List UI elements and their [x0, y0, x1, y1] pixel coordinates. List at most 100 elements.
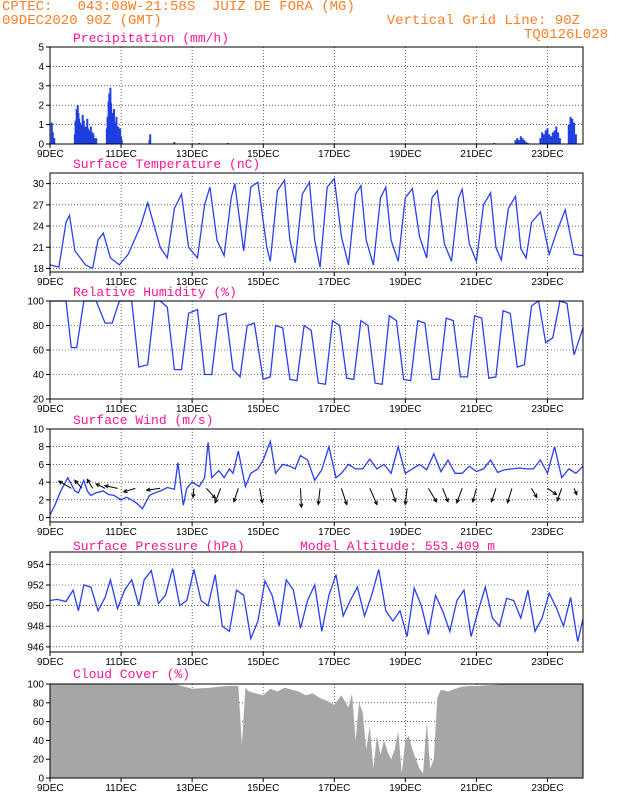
pressure-frame [49, 551, 584, 653]
wind-arrow [95, 483, 106, 489]
wind-arrow-head [57, 480, 63, 485]
wind-arrow-head [122, 488, 128, 494]
wind-arrow [104, 485, 118, 489]
precip-ytick-label: 4 [38, 62, 44, 73]
temperature-panel [46, 172, 584, 276]
precip-bar [557, 132, 560, 144]
wind-arrow-head [191, 493, 196, 499]
wind-arrow [74, 479, 83, 489]
precip-bar [544, 130, 547, 144]
cloud-ytick-label: 40 [33, 736, 45, 747]
precip-bar [113, 122, 116, 144]
temperature-frame [49, 172, 584, 273]
wind-arrow [456, 488, 463, 503]
precip-bar [50, 122, 53, 144]
wind-arrow [86, 479, 94, 489]
pressure-xtick-label: 9DEC [37, 657, 64, 668]
wind-arrow [531, 488, 538, 498]
precip-bar [117, 126, 120, 144]
precip-bar [85, 126, 88, 144]
precip-bar [569, 116, 572, 144]
precip-bar [89, 126, 92, 144]
wind-ytick-label: 2 [38, 495, 44, 506]
wind-arrow-head [299, 503, 304, 509]
precip-frame [49, 46, 584, 145]
humidity-title: Relative Humidity (%) [73, 285, 237, 300]
wind-xtick-label: 17DEC [318, 527, 350, 538]
precip-bar [546, 128, 549, 144]
humidity-xtick-label: 21DEC [460, 404, 492, 415]
wind-arrow [58, 480, 72, 489]
cloud-ytick-label: 60 [33, 717, 45, 728]
precip-xtick-label: 23DEC [531, 149, 563, 160]
pressure-xtick-label: 11DEC [105, 657, 137, 668]
precip-bar [558, 138, 561, 144]
wind-arrow [214, 488, 222, 503]
temperature-ytick-label: 24 [33, 222, 45, 233]
humidity-ytick-label: 40 [33, 370, 45, 381]
pressure-series-line [49, 568, 584, 642]
humidity-xtick-label: 19DEC [389, 404, 421, 415]
temperature-series-line [49, 177, 584, 270]
cloud-title: Cloud Cover (%) [73, 667, 190, 682]
precip-bar [51, 132, 54, 144]
wind-series-line [49, 438, 584, 516]
precip-bar [90, 136, 93, 144]
wind-arrow [428, 488, 437, 503]
precip-xtick-label: 15DEC [247, 149, 279, 160]
precip-bar [111, 118, 114, 144]
temperature-xtick-label: 23DEC [531, 277, 563, 288]
wind-arrow [547, 487, 557, 496]
cloud-ytick-label: 20 [33, 755, 45, 766]
wind-arrow [556, 488, 563, 502]
header-run-time: 09DEC2020 90Z (GMT) [2, 13, 162, 29]
precip-ytick-label: 3 [38, 81, 44, 92]
cloud-xtick-label: 21DEC [460, 783, 492, 794]
cloud-xtick-label: 17DEC [318, 783, 350, 794]
pressure-xtick-label: 23DEC [531, 657, 563, 668]
precip-ytick-label: 0 [38, 140, 44, 151]
header-station: CPTEC: 043:08W-21:58S JUIZ DE FORA (MG) [2, 0, 355, 15]
wind-arrow-head [316, 500, 321, 506]
humidity-xtick-label: 23DEC [531, 404, 563, 415]
precip-bar [518, 140, 521, 144]
wind-arrow-head [552, 490, 558, 496]
cloud-ytick-label: 80 [33, 698, 45, 709]
cloud-xtick-label: 19DEC [389, 783, 421, 794]
wind-xtick-label: 15DEC [247, 527, 279, 538]
wind-arrow [472, 488, 477, 502]
temperature-ytick-label: 21 [33, 243, 45, 254]
wind-arrow [340, 488, 348, 505]
humidity-series-line [50, 299, 584, 386]
cloud-ytick-label: 100 [27, 680, 44, 691]
wind-ytick-label: 6 [38, 460, 44, 471]
wind-arrow [317, 488, 321, 505]
precip-bar [53, 138, 56, 144]
precip-ytick-label: 1 [38, 120, 44, 131]
cloud-frame [49, 683, 584, 779]
wind-arrow-head [556, 496, 561, 503]
wind-arrow-head [506, 498, 511, 504]
wind-arrow-head [232, 497, 237, 503]
precip-bar [110, 103, 113, 144]
wind-arrow-head [455, 498, 461, 504]
temperature-xtick-label: 13DEC [176, 277, 208, 288]
cloud-ytick-label: 0 [38, 774, 44, 785]
precip-bar [149, 134, 152, 144]
wind-xtick-label: 23DEC [531, 527, 563, 538]
precip-bar [106, 116, 109, 144]
wind-arrow [300, 488, 302, 508]
pressure-xtick-label: 13DEC [176, 657, 208, 668]
pressure-ytick-label: 952 [27, 580, 44, 591]
wind-arrow [123, 487, 136, 493]
cloud-xtick-label: 9DEC [37, 783, 64, 794]
precip-bar [173, 142, 176, 144]
precip-bar [79, 128, 82, 144]
precip-ytick-label: 5 [38, 43, 44, 54]
precip-bar [573, 122, 576, 144]
pressure-xtick-label: 19DEC [389, 657, 421, 668]
precip-xtick-label: 11DEC [105, 149, 137, 160]
precip-bar [571, 118, 574, 144]
precip-bar [108, 93, 111, 144]
